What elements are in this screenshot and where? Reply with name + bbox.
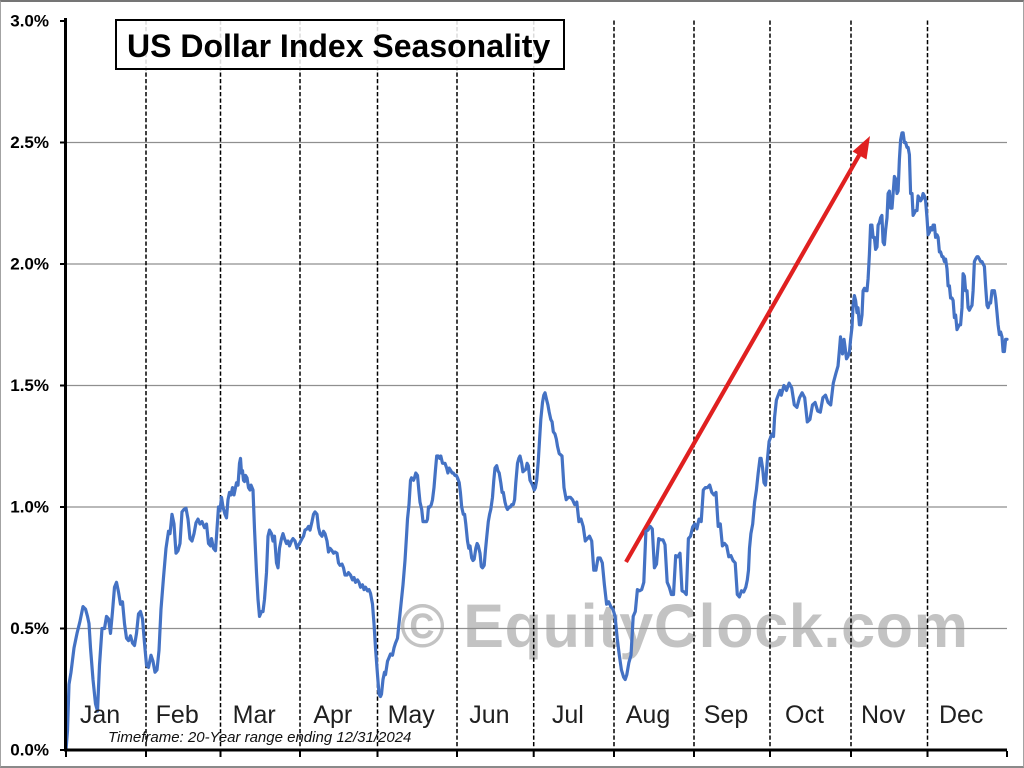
svg-text:May: May [388, 701, 436, 729]
svg-text:Jun: Jun [469, 701, 509, 729]
svg-text:Nov: Nov [861, 701, 906, 729]
svg-text:1.0%: 1.0% [10, 498, 49, 517]
svg-text:Apr: Apr [313, 701, 352, 729]
svg-text:© EquityClock.com: © EquityClock.com [400, 592, 969, 660]
svg-text:Mar: Mar [233, 701, 276, 729]
svg-text:Sep: Sep [704, 701, 748, 729]
svg-text:3.0%: 3.0% [10, 12, 49, 31]
svg-text:1.5%: 1.5% [10, 376, 49, 395]
svg-text:Jul: Jul [552, 701, 584, 729]
svg-text:Oct: Oct [785, 701, 824, 729]
svg-text:0.0%: 0.0% [10, 741, 49, 760]
svg-text:Feb: Feb [156, 701, 199, 729]
svg-text:Aug: Aug [626, 701, 670, 729]
svg-text:2.5%: 2.5% [10, 133, 49, 152]
svg-text:0.5%: 0.5% [10, 619, 49, 638]
svg-text:Jan: Jan [80, 701, 120, 729]
svg-text:Dec: Dec [939, 701, 983, 729]
svg-text:Timeframe: 20-Year range endin: Timeframe: 20-Year range ending 12/31/20… [108, 729, 411, 746]
svg-text:2.0%: 2.0% [10, 255, 49, 274]
svg-text:US Dollar Index Seasonality: US Dollar Index Seasonality [127, 28, 550, 64]
